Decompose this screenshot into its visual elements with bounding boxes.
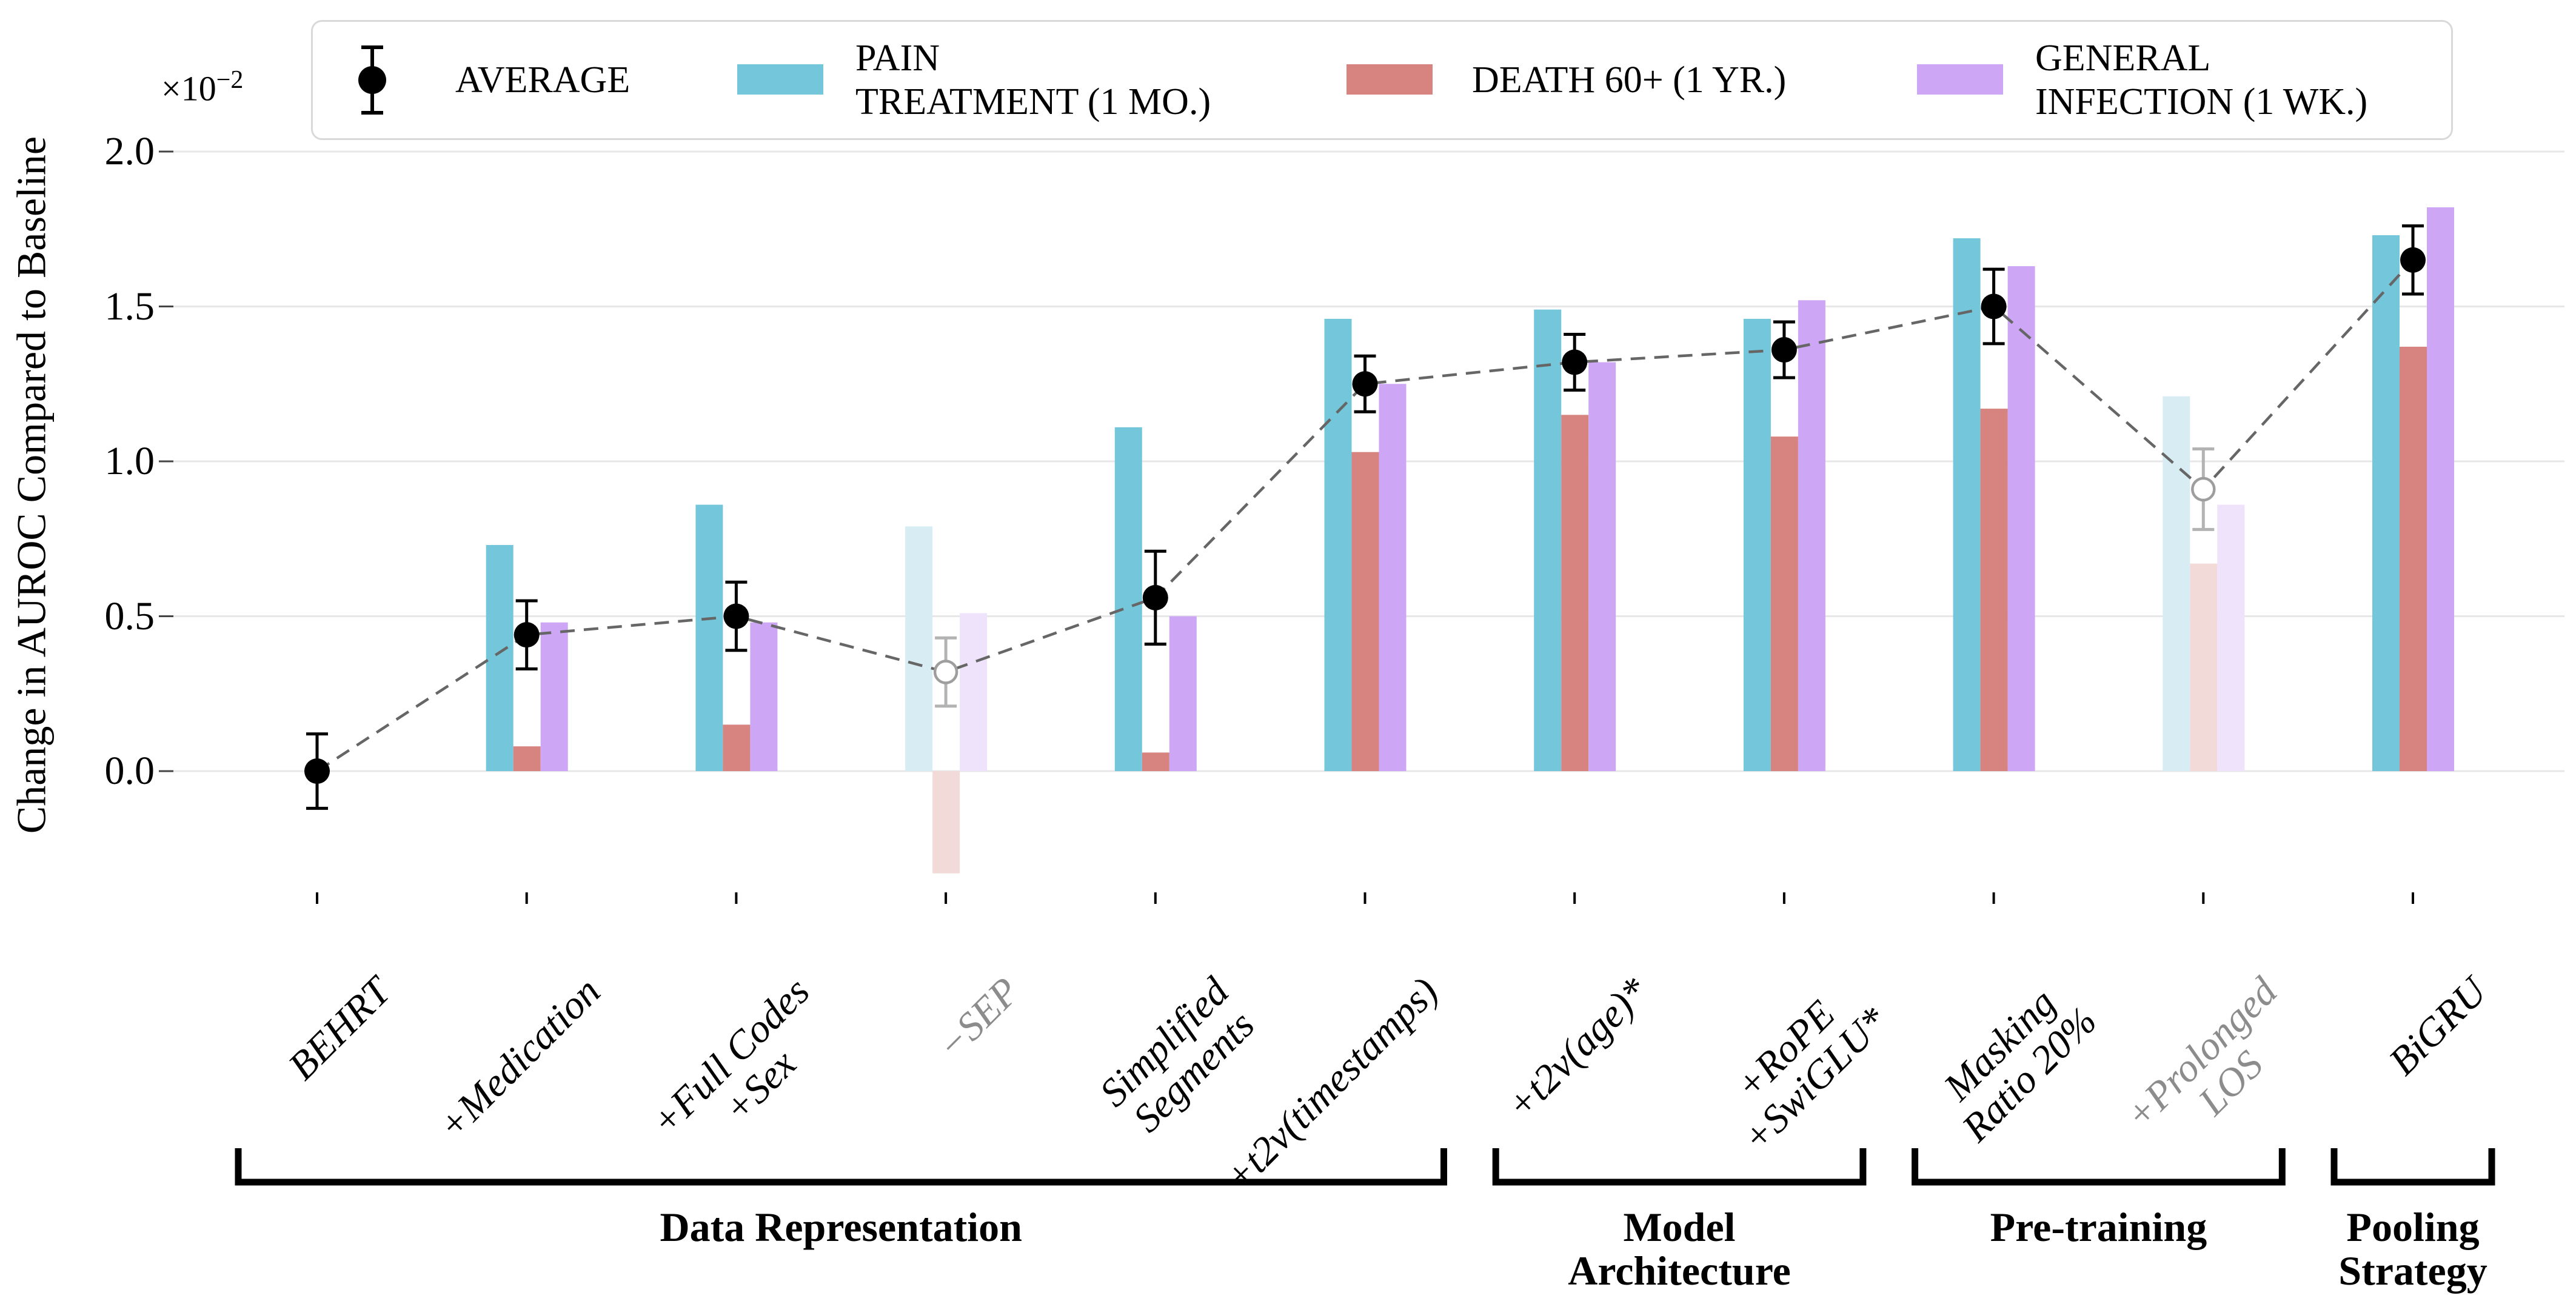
average-dot [1142, 584, 1168, 610]
infection-swatch-icon [1917, 64, 2003, 95]
bar [1351, 452, 1379, 771]
y-tick-label: 2.0 [104, 129, 155, 173]
section-label: Pre-training [1990, 1204, 2207, 1250]
section-label: Pooling Strategy [2338, 1204, 2487, 1294]
bar [750, 622, 778, 771]
bar [2190, 563, 2218, 771]
bar [2163, 396, 2190, 771]
average-open-dot [933, 660, 958, 684]
bar [486, 544, 514, 771]
average-open-dot [2191, 476, 2216, 502]
average-dot [723, 603, 749, 629]
average-dot [1771, 337, 1797, 363]
average-trend-line [316, 259, 2414, 772]
bar [1953, 238, 1981, 772]
bar [1142, 752, 1169, 771]
y-axis-title: Change in AUROC Compared to Baseline [8, 136, 55, 834]
average-dot [1352, 371, 1378, 397]
pain-swatch-icon [737, 64, 823, 95]
y-axis-offset-text: ×10−2 [161, 65, 243, 109]
average-dot-icon [358, 66, 386, 94]
average-dot [514, 622, 540, 648]
bar [960, 613, 988, 771]
bar [540, 622, 568, 771]
y-tick-label: 0.0 [104, 749, 155, 793]
bar [1770, 436, 1798, 771]
bar [1114, 427, 1142, 771]
bar [1561, 415, 1589, 771]
bar [695, 504, 723, 771]
death-swatch-icon [1347, 64, 1433, 95]
bar [1379, 384, 1407, 771]
average-dot [304, 758, 330, 784]
bar [513, 746, 541, 771]
legend-label-infection: GENERAL INFECTION (1 WK.) [2035, 38, 2368, 122]
bar [2427, 207, 2454, 772]
section-label: Data Representation [660, 1204, 1022, 1250]
bar [2372, 235, 2400, 772]
bar [932, 771, 960, 874]
y-tick-label: 1.0 [104, 439, 155, 483]
y-tick-label: 0.5 [104, 593, 155, 638]
section-bracket [1912, 1148, 2286, 1186]
offset-exponent: −2 [216, 66, 244, 94]
average-legend-marker [358, 45, 386, 115]
y-tick-label: 1.5 [104, 284, 155, 329]
bar [1534, 309, 1562, 771]
bar [723, 724, 751, 771]
bar [905, 526, 933, 771]
bar [1588, 362, 1616, 771]
legend: AVERAGE PAIN TREATMENT (1 MO.) DEATH 60+ … [311, 20, 2453, 140]
legend-label-pain: PAIN TREATMENT (1 MO.) [855, 38, 1211, 122]
section-bracket [235, 1148, 1447, 1186]
bar [2400, 346, 2427, 771]
bar [1743, 318, 1771, 771]
offset-base: ×10 [161, 69, 216, 109]
legend-label-average: AVERAGE [455, 59, 631, 101]
legend-label-death: DEATH 60+ (1 YR.) [1472, 59, 1787, 101]
bar [1169, 616, 1197, 771]
bar [1324, 318, 1352, 771]
bar [2217, 504, 2245, 771]
section-label: Model Architecture [1568, 1204, 1791, 1294]
section-bracket [2330, 1148, 2495, 1186]
bar [1798, 300, 1825, 771]
average-dot [1981, 293, 2007, 319]
bar [2007, 266, 2035, 771]
average-dot [2400, 247, 2426, 273]
average-dot [1562, 349, 1588, 375]
bar [1980, 409, 2008, 771]
section-bracket [1492, 1148, 1867, 1186]
